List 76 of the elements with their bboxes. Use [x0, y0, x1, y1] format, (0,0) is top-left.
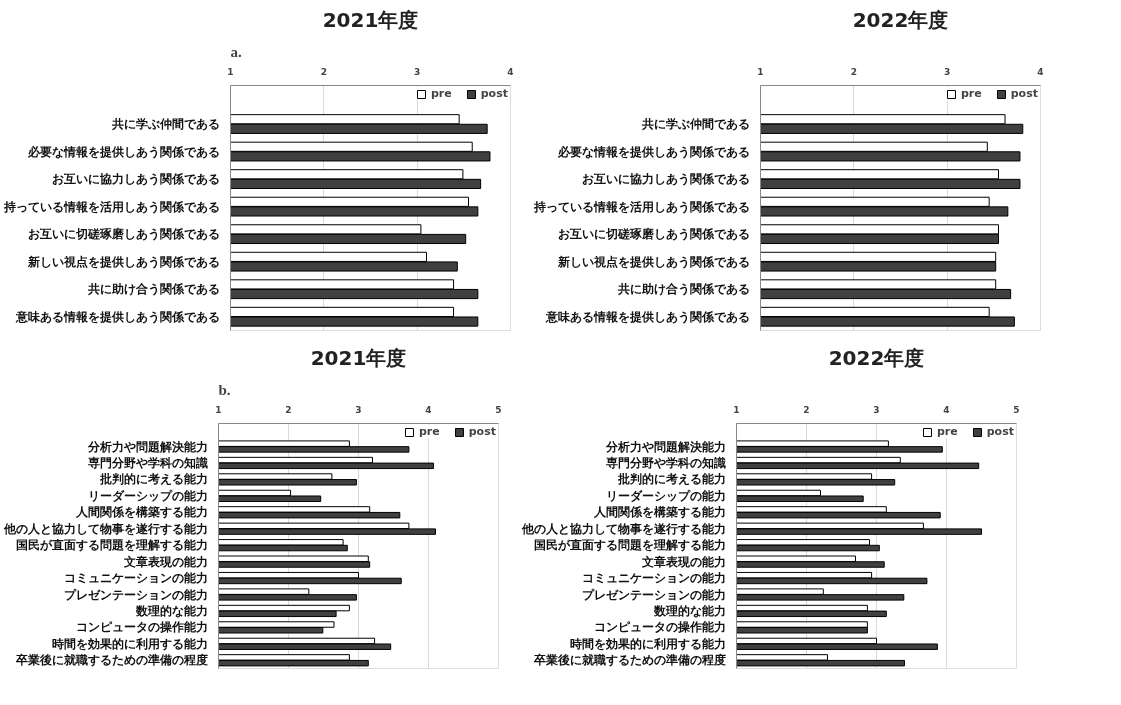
x-tick-label: 1: [757, 66, 764, 77]
legend-label: post: [468, 425, 496, 438]
y-tick-label: 新しい視点を提供しあう関係である: [26, 254, 220, 269]
y-tick-label: 共に学ぶ仲間である: [110, 117, 220, 132]
y-tick-label: 専門分野や学科の知識: [604, 455, 726, 470]
y-tick-label: 人間関係を構築する能力: [74, 505, 208, 520]
x-tick-label: 2: [850, 66, 857, 77]
x-tick-label: 2: [285, 404, 292, 415]
x-tick-label: 4: [943, 404, 950, 415]
y-tick-label: 批判的に考える能力: [98, 472, 208, 487]
legend-label: pre: [936, 425, 958, 438]
x-tick-label: 5: [1013, 404, 1020, 415]
y-tick-label: 国民が直面する問題を理解する能力: [15, 538, 208, 553]
y-tick-label: リーダーシップの能力: [605, 488, 726, 503]
x-tick-label: 3: [944, 66, 951, 77]
y-tick-label: 批判的に考える能力: [616, 472, 726, 487]
y-tick-label: 他の人と協力して物事を遂行する能力: [520, 521, 726, 536]
y-tick-label: 数理的な能力: [652, 603, 726, 618]
x-tick-label: 1: [733, 404, 740, 415]
y-tick-label: 意味ある情報を提供しあう関係である: [544, 309, 750, 324]
legend-label: post: [1010, 87, 1038, 100]
y-tick-label: 卒業後に就職するための準備の程度: [532, 653, 726, 668]
x-tick-label: 3: [355, 404, 362, 415]
y-tick-label: プレゼンテーションの能力: [63, 587, 208, 602]
legend-label: pre: [418, 425, 440, 438]
y-tick-label: 新しい視点を提供しあう関係である: [556, 254, 750, 269]
x-tick-label: 3: [873, 404, 880, 415]
legend-label: post: [480, 87, 508, 100]
legend-label: pre: [960, 87, 982, 100]
y-tick-label: 分析力や問題解決能力: [604, 439, 726, 454]
y-tick-label: コミュニケーションの能力: [581, 571, 726, 586]
x-tick-label: 4: [1037, 66, 1044, 77]
y-tick-label: プレゼンテーションの能力: [581, 587, 726, 602]
y-tick-label: コンピュータの操作能力: [75, 620, 208, 635]
x-tick-label: 3: [414, 66, 421, 77]
chart-title: 2022年度: [852, 7, 949, 32]
y-tick-label: お互いに協力しあう関係である: [581, 172, 750, 187]
x-tick-label: 1: [227, 66, 234, 77]
y-tick-label: 持っている情報を活用しあう関係である: [532, 199, 750, 214]
y-tick-label: お互いに切磋琢磨しあう関係である: [557, 227, 750, 242]
y-tick-label: 卒業後に就職するための準備の程度: [14, 653, 208, 668]
y-tick-label: 共に学ぶ仲間である: [640, 117, 750, 132]
y-tick-label: 時間を効果的に利用する能力: [51, 636, 208, 651]
y-tick-label: 国民が直面する問題を理解する能力: [533, 538, 726, 553]
y-tick-label: 他の人と協力して物事を遂行する能力: [2, 521, 208, 536]
y-tick-label: お互いに切磋琢磨しあう関係である: [27, 227, 220, 242]
y-tick-label: 分析力や問題解決能力: [86, 439, 208, 454]
y-tick-label: お互いに協力しあう関係である: [51, 172, 220, 187]
y-tick-label: 人間関係を構築する能力: [592, 505, 726, 520]
legend-label: post: [986, 425, 1014, 438]
legend-label: pre: [430, 87, 452, 100]
y-tick-label: 文章表現の能力: [640, 554, 726, 569]
y-tick-label: 意味ある情報を提供しあう関係である: [14, 309, 220, 324]
x-tick-label: 2: [803, 404, 810, 415]
y-tick-label: 必要な情報を提供しあう関係である: [26, 144, 220, 159]
y-tick-label: 専門分野や学科の知識: [86, 455, 208, 470]
x-tick-label: 2: [320, 66, 327, 77]
x-tick-label: 4: [425, 404, 432, 415]
y-tick-label: 共に助け合う関係である: [86, 282, 220, 297]
y-tick-label: 数理的な能力: [134, 603, 208, 618]
x-tick-label: 4: [507, 66, 514, 77]
y-tick-label: 時間を効果的に利用する能力: [569, 636, 726, 651]
y-tick-label: コミュニケーションの能力: [63, 571, 208, 586]
x-tick-label: 1: [215, 404, 222, 415]
chart-title: 2021年度: [310, 345, 407, 370]
y-tick-label: 持っている情報を活用しあう関係である: [2, 199, 220, 214]
y-tick-label: 文章表現の能力: [122, 554, 208, 569]
text: b.: [218, 381, 231, 398]
y-tick-label: リーダーシップの能力: [87, 488, 208, 503]
y-tick-label: コンピュータの操作能力: [593, 620, 726, 635]
chart-title: 2022年度: [828, 345, 925, 370]
chart-title: 2021年度: [322, 7, 419, 32]
x-tick-label: 5: [495, 404, 502, 415]
y-tick-label: 共に助け合う関係である: [616, 282, 750, 297]
y-tick-label: 必要な情報を提供しあう関係である: [556, 144, 750, 159]
text: a.: [230, 43, 242, 60]
